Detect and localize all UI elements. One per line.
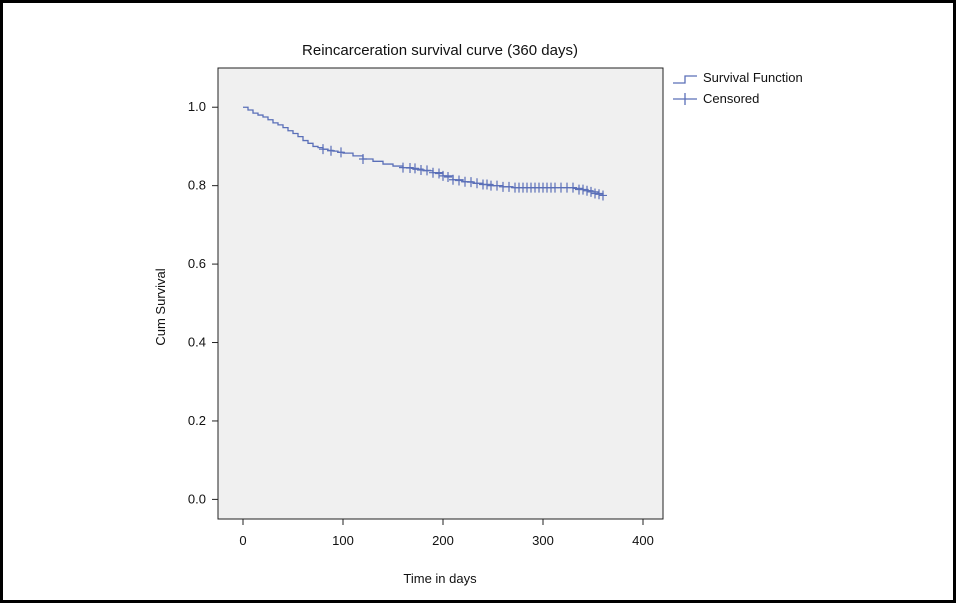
- censored-marker: [337, 147, 345, 158]
- y-tick-label: 0.4: [188, 335, 206, 350]
- x-tick-label: 400: [632, 533, 654, 548]
- legend-swatch-step: [673, 75, 697, 84]
- y-tick-label: 0.0: [188, 491, 206, 506]
- x-tick-label: 200: [432, 533, 454, 548]
- legend-label-survival-function: Survival Function: [703, 70, 803, 85]
- y-axis-title: Cum Survival: [153, 268, 168, 345]
- censored-marker: [359, 153, 367, 164]
- legend-label-censored: Censored: [703, 91, 759, 106]
- censored-marker: [439, 170, 447, 181]
- censored-marker: [505, 181, 513, 192]
- x-tick-label: 0: [239, 533, 246, 548]
- censored-marker: [493, 180, 501, 191]
- censored-marker: [411, 163, 419, 174]
- legend: Survival Function Censored: [673, 70, 803, 106]
- censored-marker: [579, 184, 587, 195]
- y-tick-label: 1.0: [188, 99, 206, 114]
- y-tick-label: 0.8: [188, 178, 206, 193]
- legend-swatch-censored: [673, 93, 697, 105]
- censored-marker: [435, 168, 443, 179]
- censored-marker: [583, 185, 591, 196]
- censored-marker: [483, 179, 491, 190]
- censored-marker: [423, 165, 431, 176]
- censored-marker: [473, 178, 481, 189]
- censored-marker: [599, 190, 607, 201]
- censored-marker: [595, 189, 603, 200]
- plot-area: [217, 67, 664, 520]
- censored-marker: [569, 182, 577, 193]
- censored-marker: [467, 177, 475, 188]
- y-tick-label: 0.6: [188, 256, 206, 271]
- censored-marker: [455, 175, 463, 186]
- legend-item-survival-function: Survival Function: [673, 70, 803, 85]
- y-tick-label: 0.2: [188, 413, 206, 428]
- censored-marker: [327, 145, 335, 156]
- series-layer: [243, 106, 607, 201]
- survival-chart: Reincarceration survival curve (360 days…: [153, 42, 803, 586]
- chart-title: Reincarceration survival curve (360 days…: [302, 42, 578, 59]
- censored-marker: [444, 172, 452, 183]
- x-axis: 0 100 200 300 400: [239, 519, 654, 548]
- plot-background: [217, 67, 664, 520]
- censored-marker: [587, 186, 595, 197]
- censored-marker: [429, 167, 437, 178]
- legend-item-censored: Censored: [673, 91, 759, 106]
- censored-marker: [591, 188, 599, 199]
- censored-markers: [319, 144, 607, 201]
- censored-marker: [449, 174, 457, 185]
- x-tick-label: 300: [532, 533, 554, 548]
- censored-marker: [399, 162, 407, 173]
- censored-marker: [319, 144, 327, 155]
- x-axis-title: Time in days: [403, 571, 477, 586]
- x-tick-label: 100: [332, 533, 354, 548]
- y-axis: 0.0 0.2 0.4 0.6 0.8 1.0: [188, 99, 218, 506]
